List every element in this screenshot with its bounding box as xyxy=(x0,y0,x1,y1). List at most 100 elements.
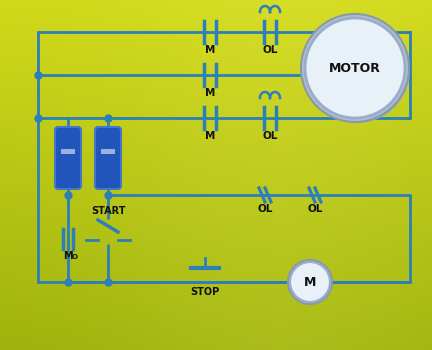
Bar xyxy=(397,0,398,350)
Bar xyxy=(290,0,291,350)
Bar xyxy=(0,168,432,169)
Bar xyxy=(0,118,432,119)
Bar xyxy=(75,0,76,350)
Bar xyxy=(0,285,432,286)
Bar xyxy=(252,0,253,350)
Bar xyxy=(132,0,133,350)
Bar xyxy=(0,252,432,253)
Bar xyxy=(0,154,432,155)
Bar xyxy=(0,267,432,268)
Bar xyxy=(184,0,185,350)
Bar xyxy=(376,0,377,350)
Bar xyxy=(0,175,432,176)
Bar xyxy=(100,0,101,350)
Bar xyxy=(0,169,432,170)
Bar xyxy=(344,0,345,350)
Bar xyxy=(224,0,225,350)
Bar xyxy=(134,0,135,350)
Bar xyxy=(0,182,432,183)
Bar xyxy=(142,0,143,350)
Bar xyxy=(0,174,432,175)
Bar xyxy=(26,0,27,350)
Bar xyxy=(223,0,224,350)
Bar xyxy=(41,0,42,350)
Bar xyxy=(292,0,293,350)
Bar xyxy=(0,300,432,301)
Bar xyxy=(91,0,92,350)
Bar xyxy=(0,198,432,199)
Bar xyxy=(358,0,359,350)
Bar xyxy=(0,69,432,70)
Bar xyxy=(0,290,432,291)
Bar xyxy=(220,0,221,350)
Bar xyxy=(3,0,4,350)
Bar xyxy=(52,0,53,350)
Bar xyxy=(162,0,163,350)
Bar xyxy=(71,0,72,350)
Bar xyxy=(348,0,349,350)
Bar xyxy=(379,0,380,350)
Bar xyxy=(197,0,198,350)
Bar xyxy=(275,0,276,350)
Bar xyxy=(1,0,2,350)
Bar xyxy=(0,247,432,248)
Bar xyxy=(0,106,432,107)
Bar xyxy=(0,160,432,161)
Bar xyxy=(217,0,218,350)
Bar xyxy=(94,0,95,350)
Bar xyxy=(0,262,432,263)
Text: OL: OL xyxy=(257,204,273,214)
Bar xyxy=(361,0,362,350)
Bar xyxy=(0,75,432,76)
Bar xyxy=(0,31,432,32)
Bar xyxy=(106,0,107,350)
Bar xyxy=(346,0,347,350)
Bar xyxy=(112,0,113,350)
Bar xyxy=(0,12,432,13)
Bar xyxy=(364,0,365,350)
Bar xyxy=(261,0,262,350)
Bar xyxy=(270,0,271,350)
Bar xyxy=(118,0,119,350)
Bar xyxy=(0,185,432,186)
Bar xyxy=(308,0,309,350)
Bar xyxy=(262,0,263,350)
Bar xyxy=(0,190,432,191)
Bar xyxy=(0,132,432,133)
Bar xyxy=(322,0,323,350)
Bar xyxy=(72,0,73,350)
Bar xyxy=(0,90,432,91)
Bar xyxy=(401,0,402,350)
Bar xyxy=(266,0,267,350)
Bar xyxy=(0,28,432,29)
Bar xyxy=(371,0,372,350)
Bar xyxy=(0,299,432,300)
Bar xyxy=(0,124,432,125)
Bar xyxy=(0,184,432,185)
Bar xyxy=(152,0,153,350)
Bar xyxy=(0,18,432,19)
Bar xyxy=(0,74,432,75)
Bar xyxy=(208,0,209,350)
Bar xyxy=(0,43,432,44)
Bar xyxy=(231,0,232,350)
Text: O: O xyxy=(72,254,78,260)
Bar xyxy=(0,266,432,267)
Bar xyxy=(0,261,432,262)
Bar xyxy=(330,0,331,350)
Bar xyxy=(0,129,432,130)
Bar xyxy=(263,0,264,350)
Bar xyxy=(0,16,432,17)
Bar xyxy=(393,0,394,350)
Bar xyxy=(0,206,432,207)
Bar xyxy=(84,0,85,350)
Bar xyxy=(0,3,432,4)
Bar xyxy=(43,0,44,350)
Bar xyxy=(28,0,29,350)
Bar xyxy=(0,99,432,100)
Bar xyxy=(392,0,393,350)
Bar xyxy=(384,0,385,350)
Bar xyxy=(0,196,432,197)
Bar xyxy=(0,176,432,177)
Bar xyxy=(0,128,432,129)
